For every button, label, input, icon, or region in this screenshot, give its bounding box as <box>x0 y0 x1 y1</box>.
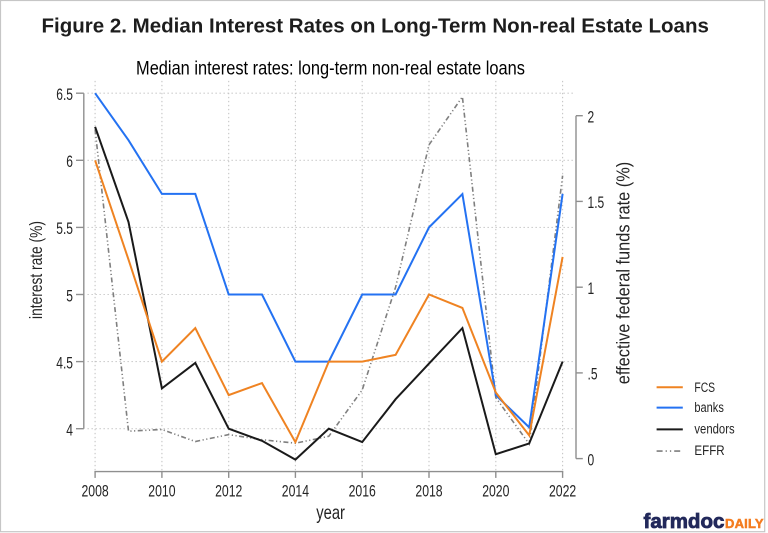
svg-text:vendors: vendors <box>694 421 734 436</box>
svg-text:effective federal funds rate (: effective federal funds rate (%) <box>613 162 634 384</box>
svg-text:2020: 2020 <box>482 483 509 501</box>
svg-text:4.5: 4.5 <box>56 355 73 373</box>
svg-text:1: 1 <box>588 280 595 298</box>
svg-text:.5: .5 <box>588 366 598 384</box>
svg-text:2014: 2014 <box>282 483 309 501</box>
svg-text:banks: banks <box>694 400 723 415</box>
svg-text:2018: 2018 <box>415 483 442 501</box>
svg-text:0: 0 <box>588 452 595 470</box>
svg-text:2016: 2016 <box>349 483 376 501</box>
svg-text:5.5: 5.5 <box>56 220 73 238</box>
svg-text:2022: 2022 <box>549 483 576 501</box>
svg-text:1.5: 1.5 <box>588 194 605 212</box>
svg-text:6: 6 <box>66 153 73 171</box>
svg-text:5: 5 <box>66 288 73 306</box>
svg-text:2010: 2010 <box>148 483 175 501</box>
svg-text:6.5: 6.5 <box>56 86 73 104</box>
svg-text:4: 4 <box>66 422 73 440</box>
svg-text:FCS: FCS <box>694 380 715 396</box>
svg-text:interest rate (%): interest rate (%) <box>26 221 46 319</box>
svg-text:EFFR: EFFR <box>694 442 724 458</box>
svg-text:2012: 2012 <box>215 483 242 501</box>
svg-text:Median interest rates: long-te: Median interest rates: long-term non-rea… <box>136 58 525 79</box>
svg-text:farmdoc: farmdoc <box>644 510 725 533</box>
svg-text:year: year <box>316 502 345 523</box>
svg-text:2008: 2008 <box>81 483 108 501</box>
svg-text:DAILY: DAILY <box>725 516 764 531</box>
svg-text:2: 2 <box>588 109 595 127</box>
svg-text:Figure 2. Median Interest Rate: Figure 2. Median Interest Rates on Long-… <box>42 16 709 38</box>
